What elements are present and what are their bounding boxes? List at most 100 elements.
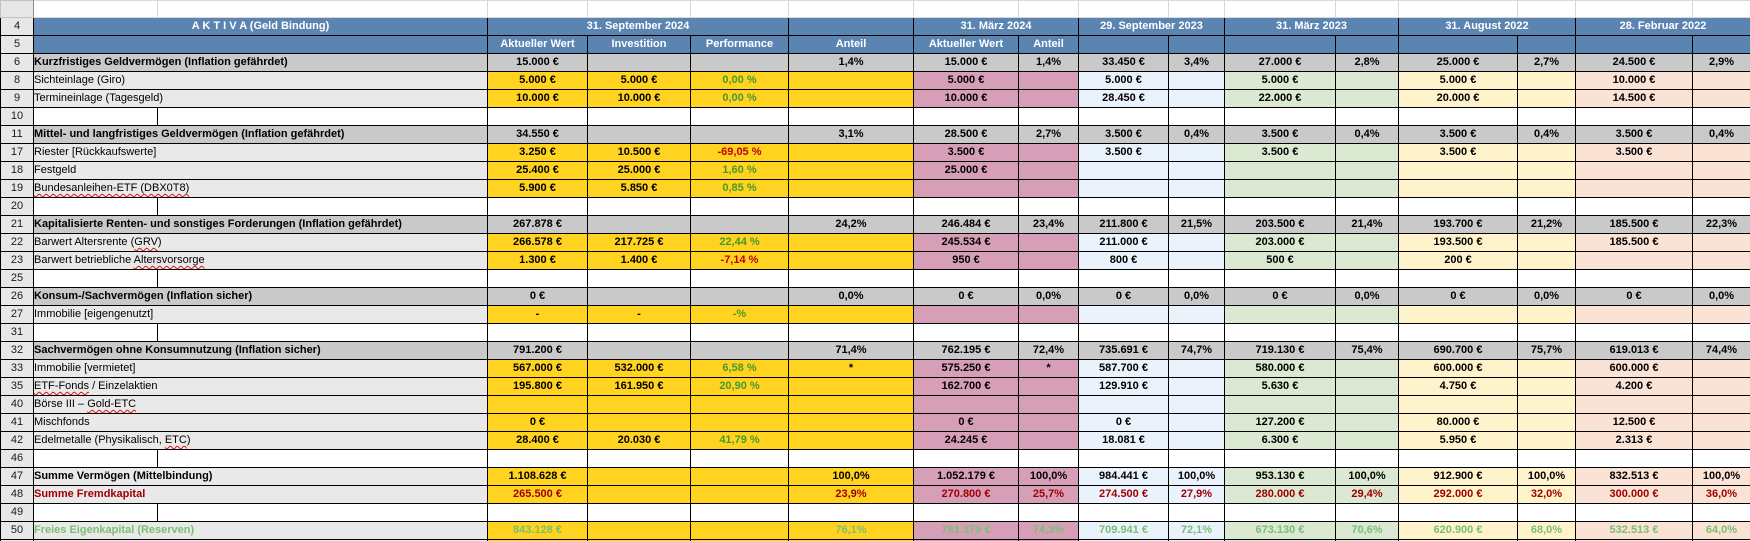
column-header-blank[interactable]: [1078, 35, 1169, 54]
spacer-cell[interactable]: [788, 503, 914, 522]
cell-r32-m23-wert[interactable]: 719.130 €: [1224, 341, 1336, 360]
cell-r9-s24-anteil[interactable]: [788, 89, 914, 108]
cell-r48-s24-wert[interactable]: 265.500 €: [487, 485, 588, 504]
spacer-cell[interactable]: [587, 503, 691, 522]
spacer-cell[interactable]: [157, 107, 488, 126]
spacer-cell[interactable]: [1575, 269, 1693, 288]
cell-r9-f22-wert[interactable]: 14.500 €: [1575, 89, 1693, 108]
cell-r41-a22-wert[interactable]: 80.000 €: [1398, 413, 1518, 432]
cell-r42-m24-anteil[interactable]: [1018, 431, 1079, 450]
cell-r50-s24-anteil[interactable]: 76,1%: [788, 521, 914, 540]
cell-r47-m23-wert[interactable]: 953.130 €: [1224, 467, 1336, 486]
cell-r17-s24-invest[interactable]: 10.500 €: [587, 143, 691, 162]
cell-r35-s23-wert[interactable]: 129.910 €: [1078, 377, 1169, 396]
cell-r41-m23-anteil[interactable]: [1335, 413, 1399, 432]
cell-r22-s24-wert[interactable]: 266.578 €: [487, 233, 588, 252]
date-header-feb-2022[interactable]: 28. Februar 2022: [1575, 17, 1750, 36]
cell-r42-s23-anteil[interactable]: [1168, 431, 1225, 450]
spacer-cell[interactable]: [1692, 449, 1750, 468]
cell-r21-m24-anteil[interactable]: 23,4%: [1018, 215, 1079, 234]
cell-r32-m24-wert[interactable]: 762.195 €: [913, 341, 1019, 360]
row-label-21[interactable]: Kapitalisierte Renten- und sonstiges For…: [33, 215, 488, 234]
cell-r18-m23-anteil[interactable]: [1335, 161, 1399, 180]
cell-r19-a22-wert[interactable]: [1398, 179, 1518, 198]
cell-r33-s24-wert[interactable]: 567.000 €: [487, 359, 588, 378]
spacer-cell[interactable]: [1168, 269, 1225, 288]
cell-r17-a22-wert[interactable]: 3.500 €: [1398, 143, 1518, 162]
cell-r48-s24-anteil[interactable]: 23,9%: [788, 485, 914, 504]
cell-r47-m24-wert[interactable]: 1.052.179 €: [913, 467, 1019, 486]
cell-r48-s23-anteil[interactable]: 27,9%: [1168, 485, 1225, 504]
cell-r32-a22-wert[interactable]: 690.700 €: [1398, 341, 1518, 360]
row-label-23[interactable]: Barwert betriebliche Altersvorsorge: [33, 251, 488, 270]
cell-r27-m24-wert[interactable]: [913, 305, 1019, 324]
row-number-40[interactable]: 40: [0, 395, 34, 414]
spacer-cell[interactable]: [788, 269, 914, 288]
cell-r26-s24-invest[interactable]: [587, 287, 691, 306]
cell-r11-m24-anteil[interactable]: 2,7%: [1018, 125, 1079, 144]
cell-r48-f22-anteil[interactable]: 36,0%: [1692, 485, 1750, 504]
cell-r33-f22-wert[interactable]: 600.000 €: [1575, 359, 1693, 378]
column-header-performance[interactable]: Performance: [690, 35, 789, 54]
spacer-cell[interactable]: [913, 269, 1019, 288]
cell-r42-m23-wert[interactable]: 6.300 €: [1224, 431, 1336, 450]
cell-r42-s24-wert[interactable]: 28.400 €: [487, 431, 588, 450]
cell-r11-f22-anteil[interactable]: 0,4%: [1692, 125, 1750, 144]
cell-r21-s23-wert[interactable]: 211.800 €: [1078, 215, 1169, 234]
cell-r19-s24-wert[interactable]: 5.900 €: [487, 179, 588, 198]
spacer-cell[interactable]: [1575, 503, 1693, 522]
cell-r47-s23-anteil[interactable]: 100,0%: [1168, 467, 1225, 486]
cell-r35-s24-perf[interactable]: 20,90 %: [690, 377, 789, 396]
spacer-cell[interactable]: [1692, 323, 1750, 342]
cell-r23-m23-anteil[interactable]: [1335, 251, 1399, 270]
cell-r33-a22-wert[interactable]: 600.000 €: [1398, 359, 1518, 378]
cell-r11-m24-wert[interactable]: 28.500 €: [913, 125, 1019, 144]
cell-r47-m24-anteil[interactable]: 100,0%: [1018, 467, 1079, 486]
spacer-cell[interactable]: [157, 503, 488, 522]
spacer-cell[interactable]: [1398, 269, 1518, 288]
cell-r41-m24-wert[interactable]: 0 €: [913, 413, 1019, 432]
cell-r33-s24-perf[interactable]: 6,58 %: [690, 359, 789, 378]
cell-r41-m23-wert[interactable]: 127.200 €: [1224, 413, 1336, 432]
spacer-cell[interactable]: [1078, 323, 1169, 342]
cell-r6-f22-anteil[interactable]: 2,9%: [1692, 53, 1750, 72]
spacer-cell[interactable]: [1517, 503, 1576, 522]
cell-r11-m23-wert[interactable]: 3.500 €: [1224, 125, 1336, 144]
spacer-cell[interactable]: [1575, 449, 1693, 468]
spacer-cell[interactable]: [1018, 503, 1079, 522]
cell-r48-m24-anteil[interactable]: 25,7%: [1018, 485, 1079, 504]
cell-r27-s24-wert[interactable]: -: [487, 305, 588, 324]
cell-r33-m23-wert[interactable]: 580.000 €: [1224, 359, 1336, 378]
cell-r6-s23-wert[interactable]: 33.450 €: [1078, 53, 1169, 72]
row-label-42[interactable]: Edelmetalle (Physikalisch, ETC): [33, 431, 488, 450]
cell-r50-s23-anteil[interactable]: 72,1%: [1168, 521, 1225, 540]
cell-r8-f22-anteil[interactable]: [1692, 71, 1750, 90]
header-filler-cell[interactable]: [788, 17, 914, 36]
cell-r23-a22-wert[interactable]: 200 €: [1398, 251, 1518, 270]
row-label-9[interactable]: Termineinlage (Tagesgeld): [33, 89, 488, 108]
cell-r17-s23-anteil[interactable]: [1168, 143, 1225, 162]
cell-r22-s24-perf[interactable]: 22,44 %: [690, 233, 789, 252]
spacer-cell[interactable]: [587, 323, 691, 342]
cell-r35-a22-anteil[interactable]: [1517, 377, 1576, 396]
cell-r27-s24-perf[interactable]: -%: [690, 305, 789, 324]
spacer-cell[interactable]: [587, 197, 691, 216]
cell-r47-s23-wert[interactable]: 984.441 €: [1078, 467, 1169, 486]
spacer-cell[interactable]: [1398, 503, 1518, 522]
cell-r18-s24-wert[interactable]: 25.400 €: [487, 161, 588, 180]
cell-r22-m23-anteil[interactable]: [1335, 233, 1399, 252]
cell-r40-m23-wert[interactable]: [1224, 395, 1336, 414]
cell-r17-s23-wert[interactable]: 3.500 €: [1078, 143, 1169, 162]
cell-r6-m24-wert[interactable]: 15.000 €: [913, 53, 1019, 72]
row-number-47[interactable]: 47: [0, 467, 34, 486]
cell-r18-f22-wert[interactable]: [1575, 161, 1693, 180]
cell-r35-m23-wert[interactable]: 5.630 €: [1224, 377, 1336, 396]
row-label-22[interactable]: Barwert Altersrente (GRV): [33, 233, 488, 252]
cell-r8-s24-wert[interactable]: 5.000 €: [487, 71, 588, 90]
cell-r6-m24-anteil[interactable]: 1,4%: [1018, 53, 1079, 72]
cell-r9-s23-wert[interactable]: 28.450 €: [1078, 89, 1169, 108]
spacer-cell[interactable]: [33, 323, 158, 342]
column-header-blank[interactable]: [1224, 35, 1336, 54]
spacer-cell[interactable]: [487, 269, 588, 288]
cell-r50-m23-anteil[interactable]: 70,6%: [1335, 521, 1399, 540]
